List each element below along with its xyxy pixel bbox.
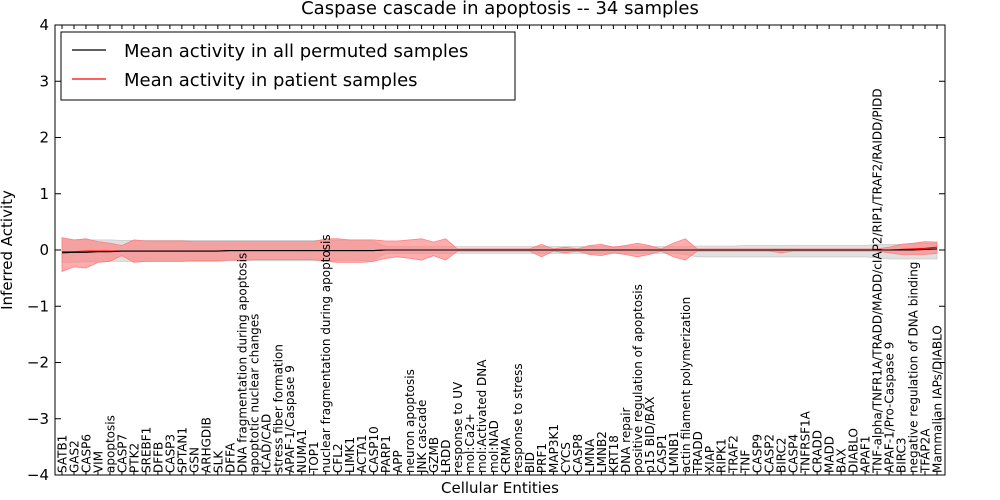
x-axis: SATB1GAS2CASP6VIMapoptosisCASP7PTK2SREBF…: [56, 25, 945, 475]
x-tick-label: CASP8: [571, 434, 585, 473]
x-tick-label: PRF1: [535, 443, 549, 473]
x-tick-label: KRT18: [607, 435, 621, 473]
x-tick-label: stress fiber formation: [271, 344, 285, 473]
x-tick-label: ACTA1: [355, 434, 369, 473]
x-tick-label: LMNA: [583, 438, 597, 473]
chart-title: Caspase cascade in apoptosis -- 34 sampl…: [301, 0, 699, 19]
x-tick-label: APP: [391, 450, 405, 473]
legend-box: [60, 31, 516, 101]
x-tick-label: SATB1: [56, 435, 70, 473]
x-tick-label: DNA repair: [619, 407, 633, 473]
y-tick-label: −1: [27, 297, 49, 315]
y-tick-label: 1: [39, 185, 49, 203]
x-tick-label: LMNB2: [595, 431, 609, 473]
y-tick-label: −3: [27, 410, 49, 428]
x-tick-label: APAF-1/Caspase 9: [283, 365, 297, 473]
y-axis: 4 3 2 1 0 −1 −2 −3 −4: [27, 16, 945, 484]
legend-label-permuted: Mean activity in all permuted samples: [124, 41, 468, 62]
x-tick-label: JNK cascade: [415, 400, 429, 474]
x-tick-label: RIPK1: [715, 438, 729, 473]
y-tick-label: 4: [39, 16, 49, 34]
x-tick-label: response to stress: [511, 363, 525, 473]
x-tick-label: positive regulation of apoptosis: [631, 284, 645, 473]
x-tick-label: APAF-1/Pro-Caspase 9: [883, 342, 897, 473]
x-tick-label: mol:Ca2+: [463, 413, 477, 473]
x-tick-label: PARP1: [379, 435, 393, 473]
y-tick-label: 2: [39, 129, 49, 147]
x-tick-label: TFAP2A: [919, 428, 933, 474]
x-tick-label: response to UV: [451, 381, 465, 473]
x-tick-label: GZMB: [427, 437, 441, 473]
x-tick-label: LIMK1: [343, 437, 357, 473]
x-tick-label: TRAF2: [727, 435, 741, 474]
x-tick-label: CASP10: [367, 426, 381, 473]
x-tick-label: CYCS: [559, 442, 573, 473]
y-tick-label: 3: [39, 72, 49, 90]
x-tick-label: MADD: [823, 436, 837, 473]
x-tick-label: TNF: [739, 450, 753, 474]
x-tick-label: SLK: [211, 450, 225, 473]
x-tick-label: SREBF1: [139, 427, 153, 473]
x-tick-label: negative regulation of DNA binding: [907, 262, 921, 473]
x-tick-label: mol:Activated DNA: [475, 359, 489, 473]
x-tick-label: TNF-alpha/TNFR1A/TRADD/MADD/cIAP2/RIP1/T…: [871, 88, 885, 474]
x-tick-label: CASP2: [763, 434, 777, 473]
x-tick-label: CASP1: [655, 434, 669, 473]
x-tick-label: LMNB1: [667, 431, 681, 473]
x-tick-label: Mammalian IAPs/DIABLO: [931, 325, 945, 473]
confidence-bands: [61, 237, 938, 272]
y-tick-label: −2: [27, 354, 49, 372]
x-tick-label: DFFA: [223, 442, 237, 473]
y-axis-label: Inferred Activity: [0, 190, 16, 310]
x-tick-label: MAP3K1: [547, 424, 561, 473]
x-tick-label: actin filament polymerization: [679, 297, 693, 473]
x-tick-label: BID: [523, 452, 537, 473]
x-tick-label: LRDD: [439, 440, 453, 474]
x-tick-label: apoptotic nuclear changes: [247, 314, 261, 473]
series-lines: [61, 246, 938, 254]
x-tick-label: CASP4: [787, 434, 801, 473]
x-tick-label: BIRC2: [775, 437, 789, 473]
x-tick-label: CFL2: [331, 443, 345, 473]
x-tick-label: CASP9: [751, 434, 765, 473]
x-tick-label: GAS2: [68, 440, 82, 473]
y-tick-label: 0: [39, 241, 49, 259]
x-tick-label: DIABLO: [847, 428, 861, 473]
x-axis-label: Cellular Entities: [441, 479, 559, 497]
series-line-permuted: [61, 248, 938, 254]
y-tick-label: −4: [27, 466, 49, 484]
x-tick-label: ICAD/CAD: [259, 414, 273, 473]
x-tick-label: BIRC3: [895, 437, 909, 473]
x-tick-label: VIM: [92, 451, 106, 473]
band-patient: [61, 237, 938, 272]
x-tick-label: CRMA: [499, 437, 513, 473]
x-tick-label: CASP3: [163, 434, 177, 473]
x-tick-label: CRADD: [811, 430, 825, 473]
x-tick-label: CASP6: [80, 434, 94, 473]
x-tick-label: mol:NAD: [487, 420, 501, 473]
legend-label-patient: Mean activity in patient samples: [124, 70, 418, 91]
x-tick-label: APAF1: [859, 436, 873, 473]
x-tick-label: TRADD: [691, 431, 705, 474]
x-tick-label: apoptosis: [103, 415, 117, 473]
x-tick-label: DFFB: [151, 442, 165, 473]
x-tick-label: ARHGDIB: [199, 417, 213, 473]
x-tick-label: p15 BID/BAX: [643, 397, 657, 473]
x-tick-label: neuron apoptosis: [403, 369, 417, 473]
x-tick-label: nuclear fragmentation during apoptosis: [319, 234, 333, 473]
x-tick-label: BAX: [835, 448, 849, 473]
legend: Mean activity in all permuted samples Me…: [60, 31, 516, 101]
x-tick-label: TOP1: [307, 441, 321, 474]
x-tick-label: DNA fragmentation during apoptosis: [235, 253, 249, 473]
x-tick-label: XIAP: [703, 446, 717, 473]
x-tick-label: PTK2: [127, 443, 141, 473]
x-tick-label: SPTAN1: [175, 427, 189, 473]
x-tick-label: NUMA1: [295, 429, 309, 473]
x-tick-label: CASP7: [115, 434, 129, 473]
x-tick-label: TNFRSF1A: [799, 410, 813, 474]
x-tick-label: GSN: [187, 447, 201, 473]
